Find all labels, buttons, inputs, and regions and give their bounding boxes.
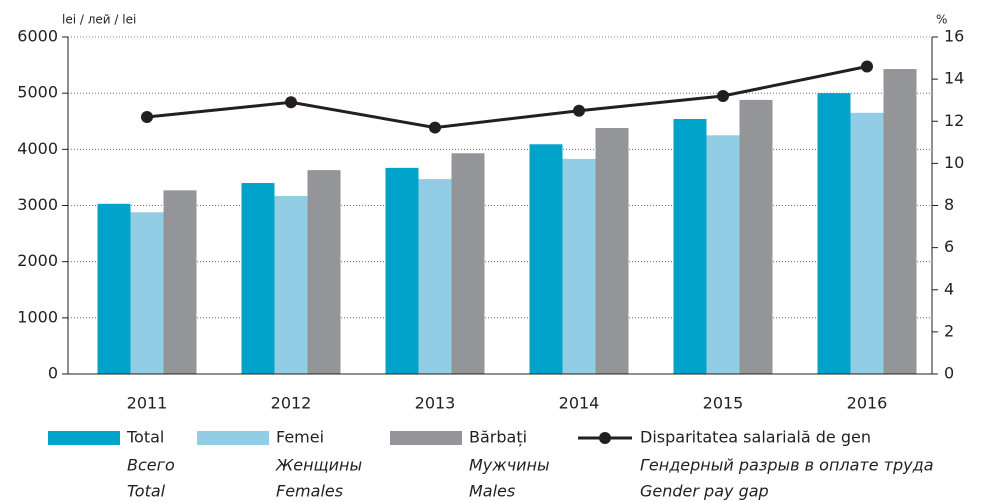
y-axis-label: lei / лей / lei [62, 13, 136, 27]
line-point [141, 111, 153, 124]
y2-tick-label: 10 [944, 153, 964, 172]
y2-axis-label: % [936, 13, 947, 27]
legend-swatch [197, 431, 269, 445]
line-point [429, 121, 441, 134]
line [146, 65, 868, 130]
legend-label-ru: Женщины [275, 456, 362, 475]
legend-swatch [48, 431, 120, 445]
y-tick-label: 3000 [17, 195, 58, 214]
bar [883, 69, 917, 374]
legend-label-en: Total [127, 482, 166, 501]
legend-label-ru: Гендерный разрыв в оплате труда [640, 456, 934, 475]
bar [418, 179, 452, 374]
y2-tick-label: 0 [944, 364, 954, 383]
line-point [717, 89, 729, 102]
bar [241, 183, 275, 374]
y2-tick-label: 8 [944, 195, 954, 214]
x-tick-label: 2015 [703, 394, 744, 413]
legend-label: Bărbați [469, 428, 527, 447]
bar [739, 99, 773, 374]
line-point [861, 60, 873, 73]
y2-tick-label: 12 [944, 111, 964, 130]
x-tick-label: 2013 [415, 394, 456, 413]
bar [451, 153, 485, 374]
legend-label-en: Females [276, 482, 343, 501]
x-tick-label: 2016 [847, 394, 888, 413]
y2-tick-label: 14 [944, 69, 964, 88]
legend-label-en: Gender pay gap [640, 482, 769, 501]
bar [706, 135, 740, 374]
y-tick-label: 0 [48, 364, 58, 383]
bar [274, 195, 308, 374]
y-tick-label: 2000 [17, 251, 58, 270]
legend-dot [599, 432, 611, 444]
legend-label-ru: Всего [127, 456, 175, 475]
bar [307, 170, 341, 374]
legend-label: Total [126, 428, 164, 447]
x-tick-label: 2011 [127, 394, 168, 413]
legend-label-ru: Мужчины [469, 456, 550, 475]
x-tick-label: 2014 [559, 394, 600, 413]
y-tick-label: 5000 [17, 83, 58, 102]
bar [163, 190, 197, 374]
legend-label: Disparitatea salarială de gen [640, 428, 871, 447]
bar [673, 119, 707, 375]
y-tick-label: 1000 [17, 307, 58, 326]
bar [595, 127, 629, 375]
y2-tick-label: 6 [944, 237, 954, 256]
bar [97, 203, 131, 374]
y2-tick-label: 4 [944, 279, 954, 298]
bar [850, 112, 884, 374]
y-tick-label: 4000 [17, 139, 58, 158]
bar [529, 144, 563, 374]
bar [130, 212, 164, 374]
legend-label: Femei [276, 428, 324, 447]
y2-tick-label: 2 [944, 321, 954, 340]
bar [562, 158, 596, 374]
legend-label-en: Males [469, 482, 515, 501]
y2-tick-label: 16 [944, 27, 964, 46]
line-point [573, 104, 585, 117]
x-tick-label: 2012 [271, 394, 312, 413]
line-point [285, 96, 297, 109]
bar [385, 167, 419, 374]
legend-swatch [390, 431, 462, 445]
y-tick-label: 6000 [17, 27, 58, 46]
bar [817, 93, 851, 375]
